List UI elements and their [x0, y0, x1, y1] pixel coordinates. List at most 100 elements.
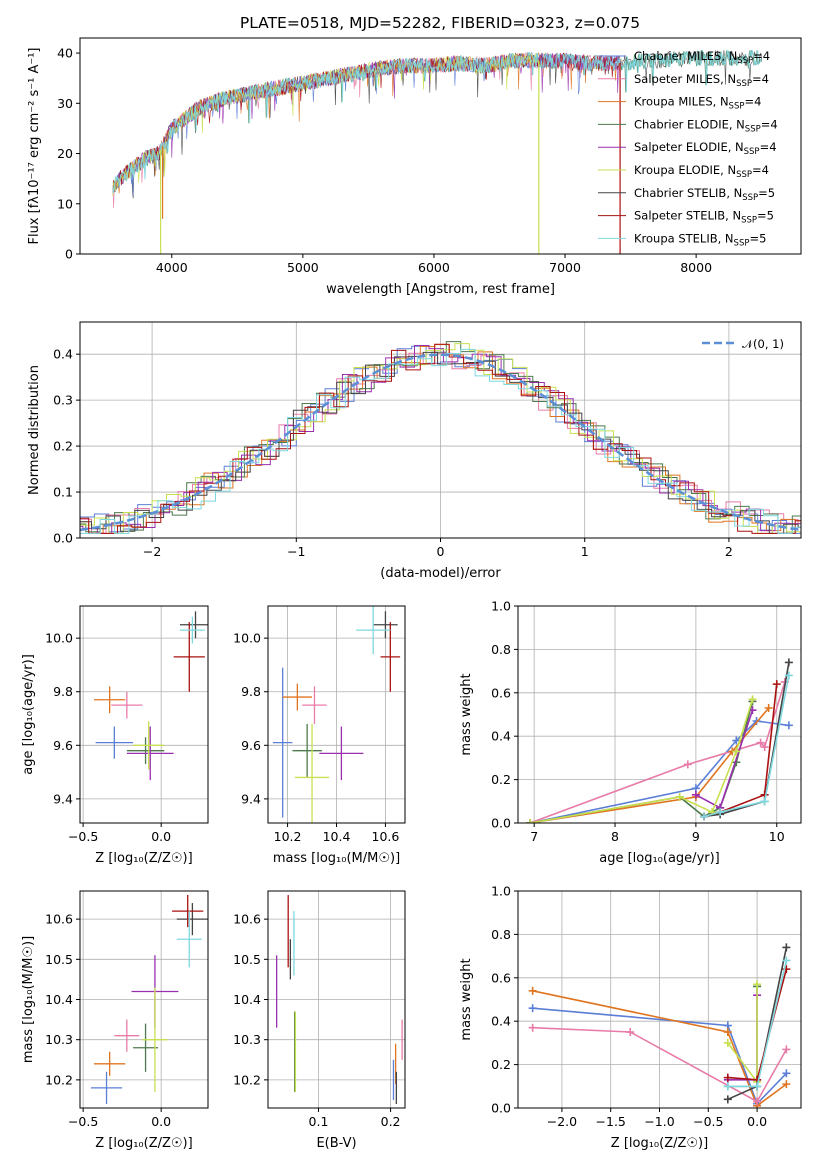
- spectrum-frame: [79, 37, 802, 255]
- legend-label: Kroupa ELODIE, NSSP=4: [634, 163, 769, 180]
- massweight_vs_age-marker: [772, 680, 781, 689]
- histogram-step: [80, 343, 801, 534]
- massweight_vs_Z-marker: [723, 1095, 732, 1104]
- massweight_vs_Z-marker: [753, 1097, 762, 1106]
- residuals-xtick-label: −2: [143, 544, 161, 559]
- histogram-step: [80, 351, 801, 534]
- residuals-ytick-label: 0.0: [53, 531, 73, 546]
- spectrum-panel: 4000 5000 6000 7000 8000 0 10 20 30 40 wavelength …: [27, 37, 802, 297]
- age_vs_Z-ytick-label: 9.8: [53, 684, 73, 699]
- spectrum-line: [112, 49, 763, 193]
- age_vs_mass-ytick-label: 9.4: [241, 791, 261, 806]
- legend-label: Chabrier MILES, NSSP=4: [634, 49, 770, 66]
- age_vs_Z-xtick-label: −0.5: [68, 829, 98, 844]
- spectrum-ytick-label: 20: [57, 146, 73, 161]
- massweight_vs_Z-marker: [782, 1045, 791, 1054]
- spectrum-xtick-label: 7000: [549, 260, 581, 275]
- massweight_vs_age-marker: [683, 760, 692, 769]
- age_vs_Z-xlabel: Z [log₁₀(Z/Z☉)]: [95, 851, 192, 866]
- spectrum-ytick-label: 40: [57, 46, 73, 61]
- massweight_vs_Z-marker: [528, 1023, 537, 1032]
- mass_vs_ebv-ytick-label: 10.6: [233, 912, 261, 927]
- mass_vs_Z-xtick-label: 0.0: [151, 1114, 171, 1129]
- spectrum-marks: [112, 49, 763, 254]
- massweight_vs_Z-marks: [528, 943, 791, 1108]
- massweight_vs_Z-ytick-label: 0.4: [491, 1014, 511, 1029]
- massweight_vs_Z-xlabel: Z [log₁₀(Z/Z☉)]: [611, 1136, 708, 1151]
- legend-label: Kroupa STELIB, NSSP=5: [634, 231, 766, 248]
- massweight_vs_Z-xtick-label: −1.5: [596, 1114, 626, 1129]
- massweight_vs_age-ytick-label: 0.8: [491, 642, 511, 657]
- mass_vs_ebv-frame: [267, 890, 406, 1109]
- residuals-frame: [79, 321, 802, 539]
- age_vs_Z-panel: −0.5 0.0 9.4 9.6 9.8 10.0 Z [log₁₀(Z/Z☉)] age […: [21, 605, 209, 866]
- massweight_vs_Z-marker: [723, 1082, 732, 1091]
- massweight_vs_age-ytick-label: 0.4: [491, 729, 511, 744]
- mass_vs_ebv-panel: 0.1 0.2 10.2 10.3 10.4 10.5 10.6 E(B-V): [233, 890, 406, 1151]
- massweight_vs_age-ytick-label: 0.0: [491, 816, 511, 831]
- massweight_vs_age-series-line: [529, 707, 770, 823]
- residuals-xlabel: (data-model)/error: [380, 566, 501, 581]
- legend-label: Chabrier STELIB, NSSP=5: [634, 186, 775, 203]
- mass_vs_ebv-xtick-label: 0.1: [309, 1114, 329, 1129]
- massweight_vs_Z-marker: [528, 1004, 537, 1013]
- massweight_vs_Z-marker: [753, 1082, 762, 1091]
- age_vs_mass-panel: 10.2 10.4 10.6 9.4 9.6 9.8 10.0 mass [log₁₀(M/M…: [233, 605, 406, 866]
- massweight_vs_age-marker: [526, 819, 535, 823]
- spectrum-xtick-label: 8000: [680, 260, 712, 275]
- massweight_vs_age-marks: [526, 658, 793, 823]
- residuals-xtick-label: 0: [437, 544, 445, 559]
- massweight_vs_Z-marker: [723, 1038, 732, 1047]
- residuals-xtick-label: 2: [725, 544, 733, 559]
- age_vs_Z-marks: [94, 611, 208, 781]
- massweight_vs_Z-xtick-label: −0.5: [693, 1114, 723, 1129]
- massweight_vs_Z-marker: [723, 1073, 732, 1082]
- legend-label: Salpeter ELODIE, NSSP=4: [634, 140, 777, 157]
- residuals-legend-label: 𝒩(0, 1): [742, 337, 784, 351]
- age_vs_mass-xtick-label: 10.4: [323, 829, 351, 844]
- massweight_vs_age-marker: [716, 808, 725, 817]
- massweight_vs_Z-ytick-label: 0.8: [491, 927, 511, 942]
- legend-label: Salpeter STELIB, NSSP=5: [634, 209, 774, 226]
- massweight_vs_Z-marker: [782, 1069, 791, 1078]
- age_vs_Z-ytick-label: 10.0: [45, 631, 73, 646]
- massweight_vs_age-xtick-label: 8: [611, 829, 619, 844]
- massweight_vs_age-marker: [784, 721, 793, 730]
- massweight_vs_Z-marker: [723, 1028, 732, 1037]
- age_vs_mass-ytick-label: 10.0: [233, 631, 261, 646]
- massweight_vs_Z-frame: [517, 890, 802, 1109]
- mass_vs_Z-panel: −0.5 0.0 10.2 10.3 10.4 10.5 10.6 Z [log₁₀(Z/Z☉…: [21, 890, 209, 1151]
- mass_vs_ebv-ytick-label: 10.5: [233, 952, 261, 967]
- massweight_vs_Z-series-line: [532, 1007, 787, 1106]
- age_vs_mass-ytick-label: 9.8: [241, 684, 261, 699]
- mass_vs_Z-ytick-label: 10.3: [45, 1032, 73, 1047]
- massweight_vs_Z-marker: [782, 943, 791, 952]
- mass_vs_Z-ytick-label: 10.5: [45, 952, 73, 967]
- massweight_vs_age-xtick-label: 7: [530, 829, 538, 844]
- plot-area: 4000 5000 6000 7000 8000010203040wavelength …: [21, 37, 802, 1151]
- mass_vs_Z-ytick-label: 10.4: [45, 992, 73, 1007]
- massweight_vs_Z-ytick-label: 0.0: [491, 1101, 511, 1116]
- spectrum-ylabel: Flux [fλ10⁻¹⁷ erg cm⁻² s⁻¹ A⁻¹]: [27, 48, 42, 245]
- residuals-ytick-label: 0.2: [53, 439, 73, 454]
- massweight_vs_age-marker: [760, 743, 769, 752]
- spectrum-ytick-label: 10: [57, 196, 73, 211]
- mass_vs_Z-ytick-label: 10.2: [45, 1072, 73, 1087]
- massweight_vs_Z-marker: [528, 986, 537, 995]
- mass_vs_Z-ylabel: mass [log₁₀(M/M☉)]: [21, 936, 36, 1063]
- spectrum-ytick-label: 0: [65, 247, 73, 262]
- residuals-ytick-label: 0.3: [53, 393, 73, 408]
- residuals-ytick-label: 0.1: [53, 485, 73, 500]
- massweight_vs_age-series-line: [703, 675, 790, 818]
- mass_vs_ebv-xtick-label: 0.2: [381, 1114, 401, 1129]
- massweight_vs_Z-ytick-label: 1.0: [491, 884, 511, 899]
- massweight_vs_Z-marker: [626, 1028, 635, 1037]
- legend-label: Kroupa MILES, NSSP=4: [634, 95, 761, 112]
- massweight_vs_age-marker: [760, 797, 769, 806]
- residuals-marks: [80, 341, 801, 534]
- mass_vs_Z-xlabel: Z [log₁₀(Z/Z☉)]: [95, 1136, 192, 1151]
- histogram-step: [80, 341, 801, 534]
- massweight_vs_Z-marker: [753, 980, 762, 989]
- age_vs_Z-ytick-label: 9.4: [53, 791, 73, 806]
- massweight_vs_Z-xtick-label: 0.0: [747, 1114, 767, 1129]
